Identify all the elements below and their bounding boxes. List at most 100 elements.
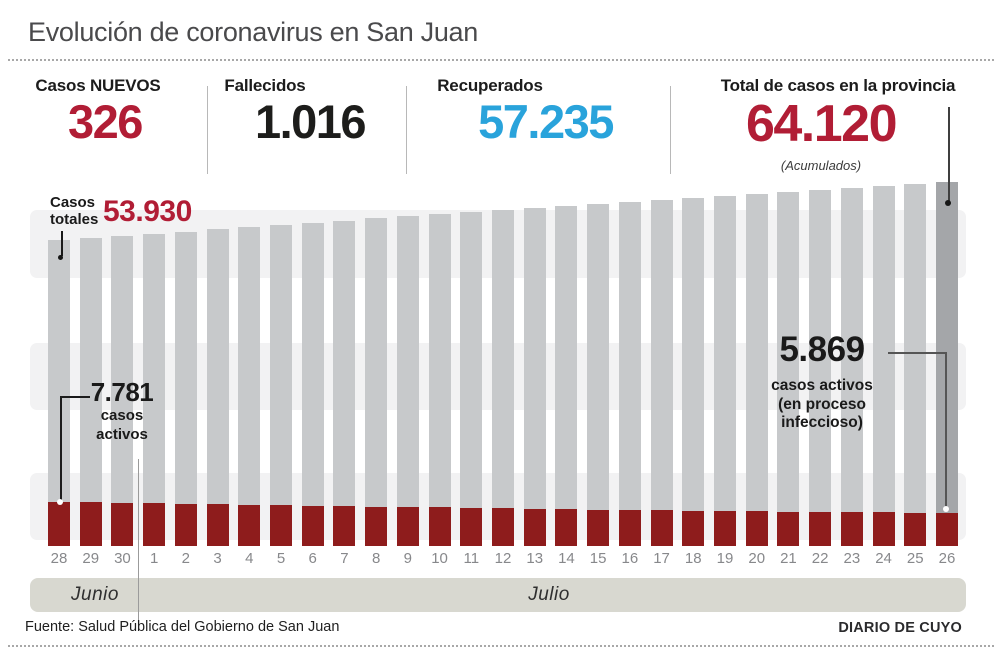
bar-active-11 <box>460 508 483 546</box>
axis-day-label: 14 <box>558 550 575 567</box>
bar-total-22 <box>809 190 832 546</box>
total-leader-dot <box>945 200 951 206</box>
bar-active-24 <box>872 512 895 546</box>
bar-total-23 <box>840 188 863 546</box>
bar-total-21 <box>777 192 800 546</box>
casos-totales-label: Casos totales <box>50 194 99 228</box>
bar-active-19 <box>713 511 736 546</box>
stat-divider <box>670 86 671 174</box>
casos-totales-arrow-dot <box>58 255 63 260</box>
source-text: Fuente: Salud Pública del Gobierno de Sa… <box>25 619 340 635</box>
bar-total-16 <box>618 202 641 546</box>
axis-day-label: 16 <box>621 550 639 567</box>
bar-active-25 <box>904 513 927 546</box>
bar-active-26 <box>935 513 958 546</box>
stat-value-total-provincia: 64.120 <box>745 95 898 153</box>
axis-day-label: 24 <box>875 550 892 567</box>
bar-total-29 <box>79 238 102 546</box>
bar-active-14 <box>555 509 578 546</box>
bar-total-19 <box>713 196 736 546</box>
bar-active-30 <box>111 503 134 546</box>
bar-active-4 <box>238 505 261 546</box>
month-band <box>30 578 966 612</box>
top-dotted-divider <box>8 59 994 61</box>
bar-total-8 <box>365 218 388 546</box>
axis-day-label: 2 <box>181 550 191 567</box>
bar-total-14 <box>555 206 578 546</box>
bar-total-26 <box>935 182 958 546</box>
stat-note-acumulados: (Acumulados) <box>780 158 862 173</box>
bar-total-2 <box>174 232 197 546</box>
bar-active-16 <box>618 510 641 546</box>
bar-total-20 <box>745 194 768 546</box>
first-active-leader-h <box>60 396 90 398</box>
axis-day-label: 11 <box>463 550 480 567</box>
bar-total-28 <box>48 240 70 546</box>
bar-active-7 <box>333 506 356 546</box>
stat-value-fallecidos: 1.016 <box>254 95 367 148</box>
bar-active-12 <box>491 508 514 546</box>
axis-day-label: 30 <box>114 550 131 567</box>
bar-total-6 <box>301 223 324 546</box>
axis-day-label: 25 <box>906 550 924 567</box>
bar-total-12 <box>491 210 514 546</box>
total-leader-line <box>948 107 950 203</box>
first-active-leader-dot <box>57 499 63 505</box>
bar-active-17 <box>650 510 673 546</box>
stat-divider <box>207 86 208 174</box>
bar-active-28 <box>48 502 70 546</box>
bar-active-2 <box>174 504 197 546</box>
bar-total-3 <box>206 229 229 546</box>
bar-active-22 <box>809 512 832 546</box>
axis-day-label: 23 <box>843 550 861 567</box>
first-total-value-label: 53.930 <box>103 195 192 228</box>
bar-active-9 <box>396 507 419 546</box>
axis-day-label: 13 <box>526 550 544 567</box>
first-active-caption-1: casos <box>100 407 144 424</box>
axis-day-label: 12 <box>494 550 512 567</box>
bar-active-18 <box>682 511 705 546</box>
bar-active-29 <box>79 502 102 546</box>
axis-day-label: 21 <box>780 550 797 567</box>
axis-day-label: 19 <box>716 550 734 567</box>
bar-active-3 <box>206 504 229 546</box>
last-active-caption-3: infeccioso) <box>781 414 863 431</box>
bar-total-7 <box>333 221 356 546</box>
bar-total-11 <box>460 212 483 546</box>
axis-day-label: 4 <box>245 550 254 567</box>
axis-day-label: 10 <box>431 550 448 567</box>
axis-day-label: 26 <box>938 550 956 567</box>
bar-total-13 <box>523 208 546 546</box>
axis-day-label: 3 <box>213 550 222 567</box>
bar-active-10 <box>428 507 451 546</box>
bar-total-15 <box>587 204 610 546</box>
casos-totales-arrow-line <box>61 231 63 256</box>
credit-text: DIARIO DE CUYO <box>838 620 962 636</box>
last-active-caption-1: casos activos <box>771 377 873 394</box>
bar-total-9 <box>396 216 419 546</box>
stat-label-fallecidos: Fallecidos <box>224 76 306 95</box>
bar-active-1 <box>143 503 166 546</box>
axis-day-label: 1 <box>149 550 159 567</box>
axis-day-label: 8 <box>371 550 381 567</box>
bar-active-6 <box>301 506 324 546</box>
bar-total-10 <box>428 214 451 546</box>
bottom-dotted-divider <box>8 645 994 647</box>
bar-active-23 <box>840 512 863 546</box>
first-active-caption-2: activos <box>96 426 148 443</box>
axis-day-label: 28 <box>50 550 68 567</box>
bar-active-15 <box>587 510 610 546</box>
axis-day-label: 9 <box>403 550 413 567</box>
axis-day-label: 17 <box>653 550 670 567</box>
first-active-leader-v <box>60 396 62 501</box>
stat-label-casos-nuevos: Casos NUEVOS <box>35 76 161 95</box>
axis-day-label: 20 <box>748 550 766 567</box>
axis-day-label: 7 <box>340 550 349 567</box>
stat-divider <box>406 86 407 174</box>
month-label-julio: Julio <box>528 584 570 605</box>
stat-value-recuperados: 57.235 <box>478 95 614 148</box>
bar-total-30 <box>111 236 134 546</box>
bar-total-1 <box>143 234 166 546</box>
bar-total-5 <box>269 225 292 546</box>
